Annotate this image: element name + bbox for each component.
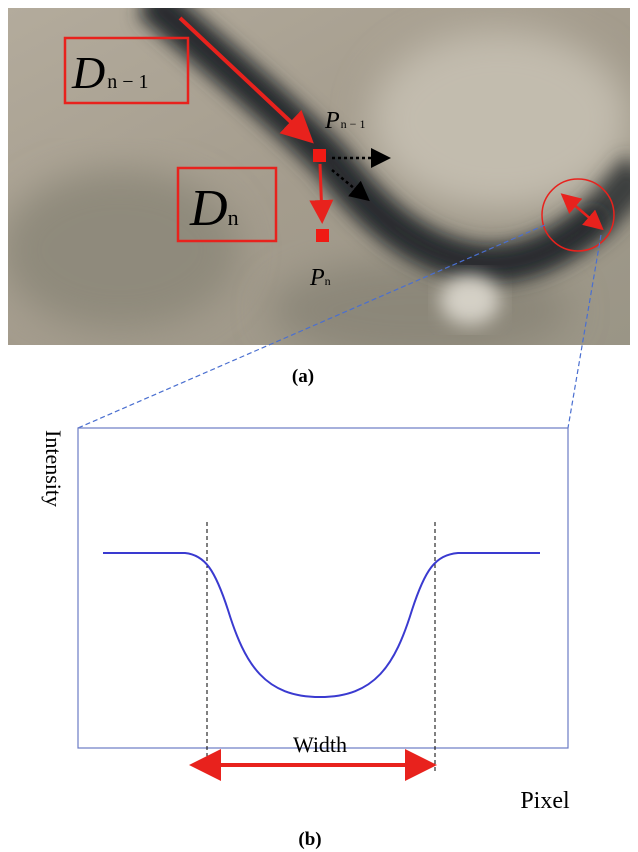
label-main: P: [324, 108, 340, 134]
label-main: D: [189, 180, 228, 237]
x-axis-label: Pixel: [520, 788, 570, 814]
label-main: P: [309, 265, 325, 291]
intensity-profile: [103, 552, 540, 699]
width-arrow: [560, 193, 604, 231]
zoom-line: [567, 234, 602, 429]
direction-arrow: [309, 163, 334, 224]
y-axis-label: Intensity: [41, 430, 66, 507]
label-sub: n: [228, 205, 239, 230]
caption: (a): [292, 366, 314, 387]
label-main: D: [71, 47, 105, 98]
direction-arrow: [178, 16, 314, 144]
point: [313, 149, 326, 162]
label: Dn: [189, 180, 239, 237]
candidate-arrow: [331, 169, 370, 202]
label-box: [176, 166, 278, 243]
caption: (b): [298, 829, 321, 850]
profile-frame: [77, 427, 569, 749]
label-sub: n − 1: [341, 117, 366, 131]
label-box: [63, 36, 190, 105]
photo: [8, 8, 630, 345]
zoom-line: [77, 224, 546, 429]
label: Pn: [309, 265, 331, 291]
label-sub: n: [325, 274, 331, 288]
zoom-circle: [541, 178, 615, 252]
label-sub: n − 1: [107, 71, 148, 93]
width-label: Width: [293, 732, 347, 757]
label: Pn − 1: [324, 108, 365, 134]
point: [316, 229, 329, 242]
